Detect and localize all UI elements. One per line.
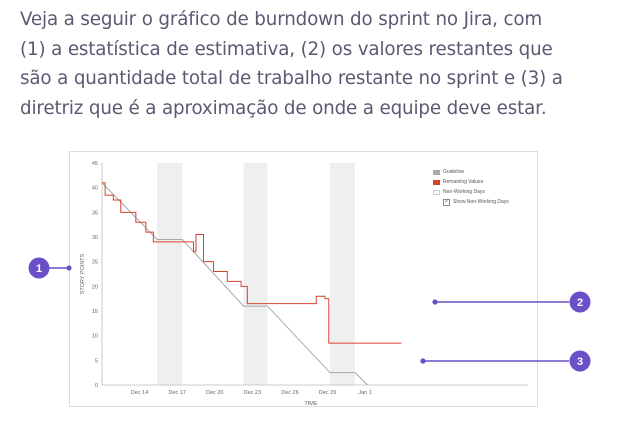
y-tick-label: 0 bbox=[95, 383, 98, 389]
callout-number: 1 bbox=[36, 263, 42, 275]
axis-layer bbox=[101, 163, 528, 386]
chart-legend: Guideline Remaining Values Non-Working D… bbox=[433, 167, 528, 207]
x-tick-label: Dec 17 bbox=[168, 390, 185, 396]
callout-dot bbox=[420, 358, 426, 364]
intro-line: Veja a seguir o gráfico de burndown do s… bbox=[20, 9, 543, 30]
callout-dot bbox=[432, 299, 438, 305]
intro-line: diretriz que é a aproximação de onde a e… bbox=[20, 97, 547, 119]
non-working-band bbox=[330, 163, 356, 385]
nonworking-swatch bbox=[433, 189, 440, 195]
callout-badge bbox=[569, 291, 591, 313]
legend-item-nonworking[interactable]: Non-Working Days bbox=[433, 187, 528, 197]
legend-label: Show Non-Working Days bbox=[453, 199, 509, 205]
y-tick-label: 30 bbox=[92, 235, 98, 241]
legend-item-guideline[interactable]: Guideline bbox=[433, 167, 528, 177]
callout-badge bbox=[28, 257, 50, 279]
chart-frame bbox=[69, 151, 538, 407]
y-tick-label: 20 bbox=[92, 284, 98, 290]
non-working-band bbox=[243, 163, 268, 385]
guideline-series-line bbox=[101, 182, 368, 386]
x-tick-label: Dec 23 bbox=[244, 390, 261, 396]
callout-number: 2 bbox=[577, 297, 583, 309]
non-working-band bbox=[157, 163, 183, 385]
legend-label: Remaining Values bbox=[443, 179, 484, 185]
x-tick-label: Dec 26 bbox=[281, 390, 298, 396]
y-tick-label: 45 bbox=[92, 161, 98, 167]
x-tick-labels: Dec 14 Dec 17 Dec 20 Dec 23 Dec 26 Dec 29 Jan … bbox=[131, 390, 372, 396]
show-nonworking-toggle[interactable]: ✓ Show Non-Working Days bbox=[433, 197, 528, 207]
non-working-days-layer bbox=[157, 163, 356, 385]
x-tick-label: Dec 20 bbox=[206, 390, 223, 396]
y-tick-label: 15 bbox=[92, 309, 98, 315]
x-tick-label: Jan 1 bbox=[358, 390, 371, 396]
legend-label: Guideline bbox=[443, 169, 465, 175]
callout-dot bbox=[66, 265, 72, 271]
intro-paragraph: Veja a seguir o gráfico de burndown do s… bbox=[20, 5, 610, 123]
legend-label: Non-Working Days bbox=[443, 189, 485, 195]
x-tick-label: Dec 14 bbox=[131, 390, 148, 396]
callout-number: 3 bbox=[577, 356, 583, 368]
guideline-swatch bbox=[433, 169, 440, 175]
y-axis-label: STORY POINTS bbox=[80, 253, 86, 294]
callout-badge bbox=[569, 350, 591, 372]
y-tick-label: 10 bbox=[92, 334, 98, 340]
callouts: 1 2 3 bbox=[28, 257, 591, 372]
remaining-values-series-line bbox=[102, 182, 402, 344]
remaining-swatch bbox=[433, 179, 440, 185]
y-tick-labels: 0 5 10 15 20 25 30 35 40 45 bbox=[92, 161, 98, 389]
x-tick-label: Dec 29 bbox=[319, 390, 336, 396]
intro-line: (1) a estatística de estimativa, (2) os … bbox=[20, 38, 553, 60]
y-tick-label: 40 bbox=[92, 186, 98, 192]
intro-line: são a quantidade total de trabalho resta… bbox=[20, 68, 563, 89]
y-tick-label: 25 bbox=[92, 260, 98, 266]
y-tick-label: 35 bbox=[92, 210, 98, 216]
legend-item-remaining[interactable]: Remaining Values bbox=[433, 177, 528, 187]
x-axis-label: TIME bbox=[304, 401, 317, 407]
checkbox-icon[interactable]: ✓ bbox=[443, 198, 450, 206]
y-tick-label: 5 bbox=[95, 358, 98, 364]
